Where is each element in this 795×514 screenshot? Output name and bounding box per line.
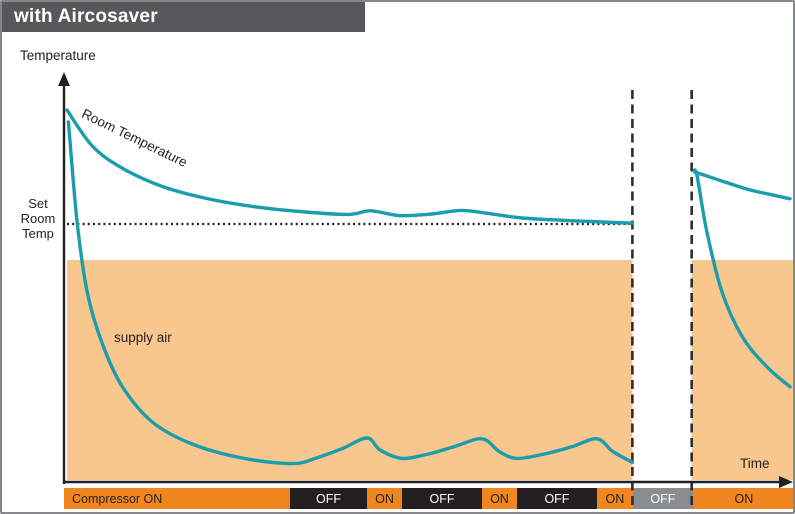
room-temperature-curve (692, 170, 792, 201)
cooling-zone (691, 260, 793, 480)
compressor-segment-off: OFF (401, 488, 482, 509)
compressor-segment-idle: OFF (632, 488, 693, 509)
x-axis-label: Time (740, 456, 770, 471)
supply-air-series-label: supply air (114, 330, 172, 345)
set-room-temp-label: Set Room Temp (20, 196, 56, 241)
compressor-segment-off: OFF (290, 488, 367, 509)
compressor-segment-label: OFF (544, 491, 570, 506)
compressor-segment-label: ON (375, 491, 394, 506)
compressor-segment-label: Compressor ON (72, 491, 163, 506)
room-temperature-curve (65, 108, 635, 225)
room-temperature-series-label: Room Temperature (79, 106, 190, 171)
compressor-segment-off: OFF (516, 488, 597, 509)
cooling-zones (67, 260, 793, 480)
compressor-segment-on: Compressor ON (64, 488, 291, 509)
y-axis-label: Temperature (20, 48, 96, 63)
compressor-segment-label: OFF (316, 491, 341, 506)
compressor-segment-on: ON (692, 488, 793, 509)
chart-title: with Aircosaver (2, 2, 365, 32)
compressor-segment-label: OFF (650, 491, 676, 506)
compressor-segment-label: ON (734, 491, 754, 506)
compressor-segment-label: ON (490, 491, 509, 506)
supply-air-curve (66, 120, 635, 466)
compressor-segment-label: ON (605, 491, 625, 506)
compressor-segment-label: OFF (429, 491, 455, 506)
supply-air-curve (692, 168, 792, 389)
compressor-segment-on: ON (481, 488, 517, 509)
cooling-zone (67, 260, 633, 480)
compressor-timeline: Compressor ON OFF ON OFF ON OFF ON OFF ON (64, 488, 793, 509)
chart-canvas (58, 72, 793, 509)
compressor-segment-on: ON (596, 488, 633, 509)
axes (58, 72, 793, 488)
chart-area: Compressor ON OFF ON OFF ON OFF ON OFF ON Temper… (2, 32, 793, 512)
compressor-segment-on: ON (366, 488, 402, 509)
